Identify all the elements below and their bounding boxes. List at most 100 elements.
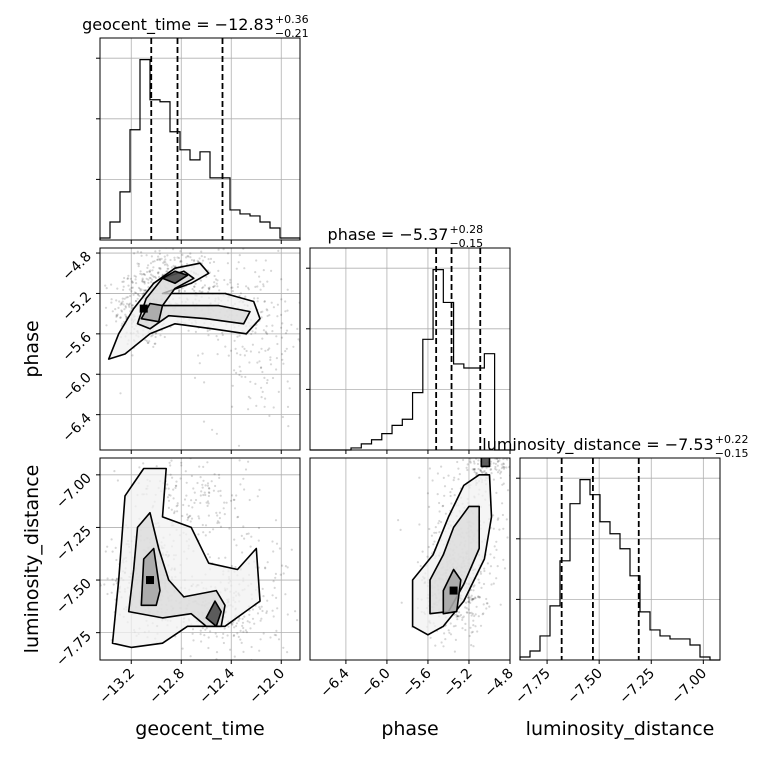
phase-vs-geocent_time-sample-point-887 xyxy=(251,343,254,346)
luminosity_distance-vs-geocent_time-sample-point-870 xyxy=(278,547,281,550)
phase-vs-geocent_time-sample-point-652 xyxy=(238,334,241,337)
luminosity_distance-vs-phase-sample-point-528 xyxy=(471,598,474,601)
luminosity_distance-vs-geocent_time-sample-point-522 xyxy=(187,516,190,520)
phase-vs-geocent_time-sample-point-351 xyxy=(169,258,172,262)
luminosity_distance-vs-geocent_time-sample-point-695 xyxy=(209,630,212,633)
luminosity_distance-vs-geocent_time-sample-point-502 xyxy=(233,507,237,510)
luminosity_distance-vs-phase-sample-point-430 xyxy=(437,522,440,525)
phase-vs-geocent_time-sample-point-137 xyxy=(127,303,130,306)
luminosity_distance-vs-geocent_time-sample-point-833 xyxy=(261,609,264,613)
luminosity_distance-vs-phase-sample-point-71 xyxy=(472,645,475,648)
phase-vs-geocent_time-sample-point-161 xyxy=(151,278,154,281)
luminosity_distance-vs-phase-sample-point-383 xyxy=(467,600,471,604)
phase-vs-geocent_time-sample-point-815 xyxy=(271,376,275,380)
phase-vs-geocent_time-sample-point-857 xyxy=(208,286,211,289)
luminosity_distance-vs-phase-sample-point-139 xyxy=(483,567,486,570)
phase-vs-geocent_time-sample-point-738 xyxy=(266,309,269,312)
phase-vs-geocent_time-sample-point-813 xyxy=(223,278,226,282)
luminosity_distance-vs-phase-sample-point-847 xyxy=(511,466,513,468)
luminosity_distance-vs-geocent_time-sample-point-873 xyxy=(258,649,261,652)
phase-vs-geocent_time-sample-point-29 xyxy=(142,289,145,292)
luminosity_distance-vs-phase-sample-point-749 xyxy=(462,458,465,462)
luminosity_distance-vs-geocent_time-sample-point-491 xyxy=(199,501,202,505)
luminosity_distance-vs-geocent_time-sample-point-364 xyxy=(113,470,116,473)
luminosity_distance-vs-geocent_time-sample-point-558 xyxy=(231,623,234,626)
phase-vs-geocent_time-sample-point-799 xyxy=(244,295,247,298)
luminosity_distance-vs-geocent_time-sample-point-432 xyxy=(207,514,210,517)
luminosity_distance-vs-geocent_time-sample-point-351 xyxy=(110,538,113,541)
luminosity_distance-vs-geocent_time-sample-point-561 xyxy=(222,632,225,636)
luminosity_distance-vs-phase-xlabel: phase xyxy=(381,718,438,740)
luminosity_distance-vs-geocent_time-sample-point-630 xyxy=(265,611,268,615)
phase-vs-geocent_time-sample-point-669 xyxy=(245,285,248,288)
phase-vs-geocent_time-sample-point-892 xyxy=(288,387,291,390)
luminosity_distance-vs-geocent_time-sample-point-515 xyxy=(185,481,188,484)
luminosity_distance-vs-phase-sample-point-138 xyxy=(471,630,474,634)
luminosity_distance-vs-geocent_time-sample-point-693 xyxy=(192,639,195,642)
phase-vs-geocent_time-sample-point-27 xyxy=(134,278,137,281)
luminosity_distance-vs-phase-sample-point-188 xyxy=(453,650,456,653)
phase-vs-geocent_time-sample-point-694 xyxy=(256,297,259,300)
luminosity_distance-vs-phase-sample-point-275 xyxy=(442,645,445,648)
phase-vs-geocent_time-sample-point-782 xyxy=(215,432,218,435)
phase-vs-geocent_time-sample-point-531 xyxy=(178,289,181,292)
luminosity_distance-vs-geocent_time-sample-point-441 xyxy=(185,494,188,497)
luminosity_distance-vs-geocent_time-sample-point-874 xyxy=(233,655,236,658)
luminosity_distance-vs-phase-sample-point-548 xyxy=(436,493,439,496)
luminosity_distance-vs-phase-sample-point-165 xyxy=(455,613,458,616)
luminosity_distance-vs-geocent_time-sample-point-826 xyxy=(242,626,245,630)
luminosity_distance-vs-geocent_time-sample-point-455 xyxy=(188,515,191,518)
phase-vs-geocent_time-sample-point-801 xyxy=(235,267,238,270)
luminosity_distance-vs-phase-sample-point-727 xyxy=(475,471,478,475)
luminosity_distance-vs-geocent_time-sample-point-427 xyxy=(217,490,220,493)
phase-vs-geocent_time-sample-point-471 xyxy=(158,249,161,252)
luminosity_distance-vs-phase-sample-point-838 xyxy=(502,482,505,485)
luminosity_distance-vs-phase-sample-point-758 xyxy=(530,461,532,463)
luminosity_distance-vs-phase-sample-point-683 xyxy=(525,530,527,532)
phase-vs-geocent_time-sample-point-824 xyxy=(226,252,230,255)
luminosity_distance-vs-phase-sample-point-532 xyxy=(447,474,450,477)
luminosity_distance-vs-geocent_time-sample-point-705 xyxy=(207,636,210,639)
luminosity_distance-vs-phase-sample-point-153 xyxy=(477,615,480,618)
phase-vs-geocent_time-sample-point-524 xyxy=(192,260,196,263)
luminosity_distance-vs-geocent_time-sample-point-610 xyxy=(207,646,210,650)
phase-vs-geocent_time-sample-point-244 xyxy=(116,287,119,290)
phase-vs-geocent_time-sample-point-728 xyxy=(270,301,273,304)
phase-vs-geocent_time-sample-point-787 xyxy=(311,362,313,364)
phase-vs-geocent_time-sample-point-17 xyxy=(147,341,150,344)
luminosity_distance-vs-phase-sample-point-877 xyxy=(525,466,527,468)
luminosity_distance-vs-geocent_time-sample-point-758 xyxy=(274,519,278,522)
phase-vs-geocent_time-sample-point-790 xyxy=(304,301,306,303)
phase-vs-geocent_time-sample-point-867 xyxy=(254,327,258,330)
luminosity_distance-vs-phase-sample-point-859 xyxy=(473,469,476,472)
luminosity_distance-vs-geocent_time-sample-point-300 xyxy=(115,558,118,562)
phase-vs-geocent_time-sample-point-733 xyxy=(243,267,246,270)
phase-vs-geocent_time-sample-point-142 xyxy=(154,342,157,345)
luminosity_distance-vs-geocent_time-sample-point-560 xyxy=(201,627,204,630)
luminosity_distance-vs-geocent_time-sample-point-837 xyxy=(266,599,269,602)
luminosity_distance-vs-geocent_time-sample-point-820 xyxy=(271,594,274,597)
luminosity_distance-vs-geocent_time-ytick-label-2: −7.25 xyxy=(53,523,95,565)
phase-vs-geocent_time-sample-point-297 xyxy=(142,273,145,276)
luminosity_distance-vs-geocent_time-sample-point-892 xyxy=(257,539,260,542)
luminosity_distance-vs-phase-sample-point-752 xyxy=(516,476,518,478)
luminosity_distance-vs-geocent_time-sample-point-831 xyxy=(279,693,281,695)
luminosity_distance-vs-geocent_time-sample-point-517 xyxy=(204,484,207,487)
phase-vs-geocent_time-sample-point-870 xyxy=(259,288,262,291)
luminosity_distance-vs-phase-sample-point-702 xyxy=(496,518,499,521)
phase-vs-geocent_time-sample-point-421 xyxy=(126,277,129,280)
luminosity_distance-vs-geocent_time-sample-point-556 xyxy=(227,625,230,628)
phase-vs-geocent_time-sample-point-466 xyxy=(193,285,196,288)
luminosity_distance-vs-phase-sample-point-197 xyxy=(471,599,474,602)
luminosity_distance-vs-phase-sample-point-849 xyxy=(496,459,500,463)
phase-vs-geocent_time-sample-point-725 xyxy=(247,408,250,411)
geocent_time-marginal-title: geocent_time = −12.83 xyxy=(82,15,274,35)
luminosity_distance-marginal-xtick-label-3: −7.00 xyxy=(669,666,711,708)
phase-vs-geocent_time-peak-pixel xyxy=(139,304,148,313)
phase-vs-geocent_time-sample-point-598 xyxy=(208,328,211,332)
phase-vs-geocent_time-sample-point-828 xyxy=(191,288,194,291)
luminosity_distance-vs-geocent_time-sample-point-741 xyxy=(232,634,236,637)
phase-vs-geocent_time-sample-point-162 xyxy=(147,278,150,281)
phase-vs-geocent_time-sample-point-261 xyxy=(116,313,119,316)
luminosity_distance-vs-geocent_time-ytick-label-1: −7.50 xyxy=(53,576,95,618)
